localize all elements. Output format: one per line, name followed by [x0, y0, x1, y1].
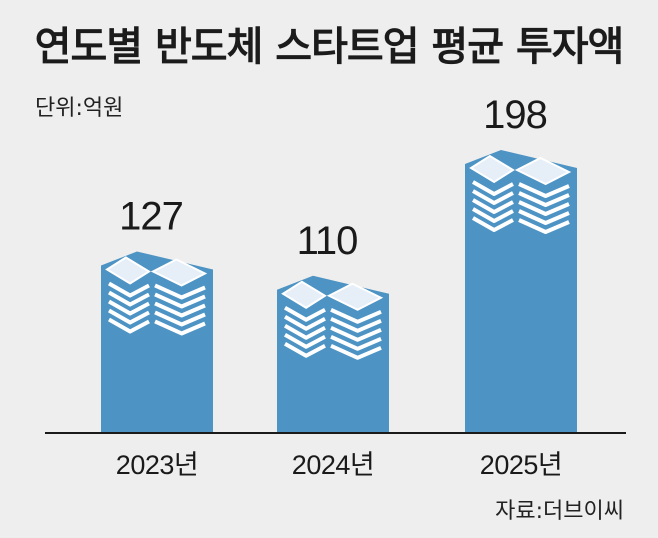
- money-stack-icon: [105, 256, 208, 336]
- chart-title: 연도별 반도체 스타트업 평균 투자액: [34, 24, 625, 70]
- bill-edge: [154, 310, 206, 327]
- bar-group: [101, 251, 213, 433]
- bill-edge: [108, 308, 150, 325]
- bill-edge: [108, 290, 150, 307]
- bundle-top: [105, 256, 151, 285]
- bill-edge: [154, 301, 206, 318]
- bill-edge: [108, 299, 150, 316]
- bill-edge: [472, 189, 514, 205]
- bar-group: [277, 275, 389, 433]
- bar-group: [465, 150, 577, 433]
- bill-edge: [284, 315, 326, 331]
- bundle-top: [326, 282, 384, 311]
- bill-edge: [154, 319, 206, 336]
- bill-edge: [518, 218, 570, 234]
- x-tick-label: 2023년: [116, 450, 198, 480]
- bar: [277, 275, 389, 433]
- bundle-top: [469, 154, 515, 184]
- unit-label: 단위:억원: [35, 96, 124, 121]
- money-stack-icon: [469, 154, 572, 234]
- bundle-top: [514, 156, 572, 186]
- bill-edge: [154, 283, 206, 300]
- x-tick-label: 2025년: [480, 450, 562, 480]
- value-label: 110: [297, 219, 358, 263]
- value-label: 127: [119, 194, 183, 238]
- bars-layer: [101, 150, 577, 433]
- source-note: 자료:더브이씨: [495, 499, 624, 524]
- labels-layer: 127 2023년 110 2024년 198 2025년: [116, 93, 563, 480]
- x-tick-label: 2024년: [292, 450, 374, 480]
- bill-edge: [518, 200, 570, 216]
- bill-edge: [472, 207, 514, 223]
- bill-edge: [472, 180, 514, 196]
- bill-edge: [472, 216, 514, 232]
- bill-edge: [518, 209, 570, 225]
- bill-edge: [284, 342, 326, 358]
- bill-edge: [284, 333, 326, 349]
- bill-edge: [330, 343, 382, 360]
- bill-edge: [330, 316, 382, 333]
- bill-edge: [284, 306, 326, 322]
- bill-edge: [330, 334, 382, 351]
- bill-edge: [472, 198, 514, 214]
- bill-edge: [518, 182, 570, 198]
- value-label: 198: [483, 93, 547, 137]
- bill-edge: [154, 292, 206, 309]
- bill-edge: [108, 281, 150, 298]
- bill-edge: [108, 317, 150, 334]
- bundle-top: [150, 258, 208, 287]
- bundle-top: [281, 280, 327, 309]
- money-stack-icon: [281, 280, 384, 360]
- bill-edge: [518, 191, 570, 207]
- bill-edge: [330, 325, 382, 342]
- bill-edge: [330, 307, 382, 324]
- bill-edge: [284, 324, 326, 340]
